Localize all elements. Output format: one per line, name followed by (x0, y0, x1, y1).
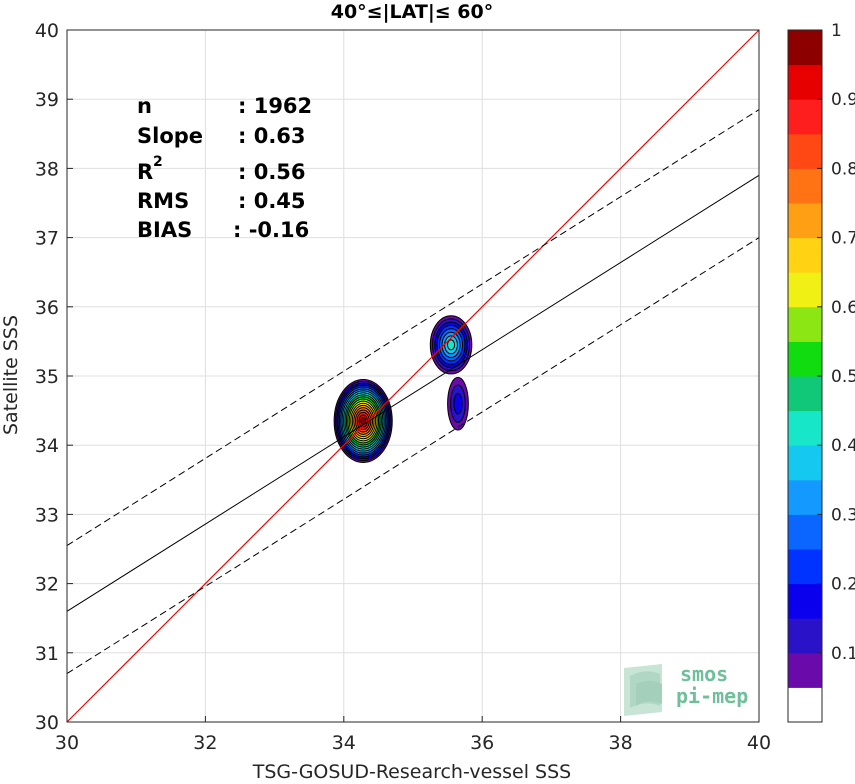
upper-bound-line (66, 109, 760, 546)
chart-title: 40°≤|LAT|≤ 60° (331, 1, 494, 23)
stat-bias-value: : -0.16 (233, 218, 309, 242)
colorbar-segment (788, 133, 822, 169)
y-tick-label: 39 (35, 89, 59, 111)
y-tick-label: 31 (35, 643, 59, 665)
stat-rms-value: : 0.45 (238, 189, 306, 213)
colorbar-tick-label: 0.1 (831, 644, 855, 664)
smos-pi-mep-logo: smos pi-mep (624, 662, 748, 716)
y-tick-label: 32 (35, 574, 59, 596)
colorbar-segment (788, 306, 822, 342)
y-tick-label: 40 (35, 20, 59, 42)
colorbar-segment (788, 203, 822, 239)
y-tick-label: 37 (35, 228, 59, 250)
colorbar-segment (788, 652, 822, 688)
y-tick-label: 34 (35, 435, 59, 457)
colorbar-segment (788, 618, 822, 654)
colorbar-segment (788, 237, 822, 273)
colorbar-segment (788, 168, 822, 204)
y-tick-label: 35 (35, 366, 59, 388)
x-tick-label: 38 (609, 732, 633, 754)
y-tick-label: 33 (35, 504, 59, 526)
logo-text-line1: smos (680, 662, 728, 686)
colorbar-tick-label: 0.2 (831, 575, 855, 595)
y-tick-label: 38 (35, 158, 59, 180)
colorbar-segment (788, 341, 822, 377)
colorbar-tick-label: 0.4 (831, 436, 855, 456)
lower-bound-line (66, 237, 760, 674)
y-axis-ticks: 30 31 32 33 34 35 36 37 38 39 40 (35, 20, 73, 734)
x-tick-label: 32 (193, 732, 217, 754)
y-tick-label: 30 (35, 712, 59, 734)
colorbar-segment (788, 549, 822, 585)
regression-line (66, 174, 760, 612)
stat-rms-label: RMS (137, 189, 189, 213)
colorbar-ticks: 0.1 0.2 0.3 0.4 0.5 0.6 0.7 0.8 0.9 1 (817, 21, 855, 664)
colorbar-tick-label: 0.8 (831, 159, 855, 179)
colorbar-segment (788, 64, 822, 100)
stat-r2-value: : 0.56 (238, 160, 306, 184)
x-tick-label: 36 (470, 732, 494, 754)
colorbar-tick-label: 1 (831, 21, 842, 41)
stat-slope-value: : 0.63 (238, 124, 306, 148)
colorbar-segment (788, 376, 822, 412)
stat-r2-label: R (137, 160, 153, 184)
colorbar-segment (788, 479, 822, 515)
colorbar-segment (788, 514, 822, 550)
colorbar-segment (788, 410, 822, 446)
colorbar-tick-label: 0.5 (831, 367, 855, 387)
identity-line (66, 29, 760, 723)
density-contour-tail (453, 392, 463, 415)
stat-r2-superscript: 2 (153, 154, 163, 170)
stat-n-label: n (137, 94, 152, 118)
stat-slope-label: Slope (137, 124, 203, 148)
y-axis-label: Satellite SSS (0, 315, 22, 435)
colorbar-tick-label: 0.3 (831, 505, 855, 525)
x-tick-label: 40 (747, 732, 771, 754)
density-contour-upper (447, 339, 456, 351)
colorbar-segment (788, 30, 822, 66)
colorbar-segment (788, 445, 822, 481)
colorbar (788, 30, 822, 723)
logo-text-line2: pi-mep (676, 684, 748, 708)
stat-bias-label: BIAS (137, 218, 192, 242)
x-axis-label: TSG-GOSUD-Research-vessel SSS (252, 761, 572, 783)
colorbar-segment (788, 272, 822, 308)
colorbar-segment (788, 99, 822, 135)
stats-box: n : 1962 Slope : 0.63 R 2 : 0.56 RMS : 0… (137, 94, 312, 242)
x-tick-label: 30 (55, 732, 79, 754)
colorbar-tick-label: 0.9 (831, 90, 855, 110)
colorbar-segment (788, 687, 822, 723)
colorbar-segment (788, 583, 822, 619)
colorbar-tick-label: 0.7 (831, 229, 855, 249)
y-tick-label: 36 (35, 297, 59, 319)
x-tick-label: 34 (332, 732, 356, 754)
colorbar-tick-label: 0.6 (831, 298, 855, 318)
x-axis-ticks: 30 32 34 36 38 40 (55, 716, 771, 754)
stat-n-value: : 1962 (238, 94, 312, 118)
reference-lines (66, 29, 760, 723)
